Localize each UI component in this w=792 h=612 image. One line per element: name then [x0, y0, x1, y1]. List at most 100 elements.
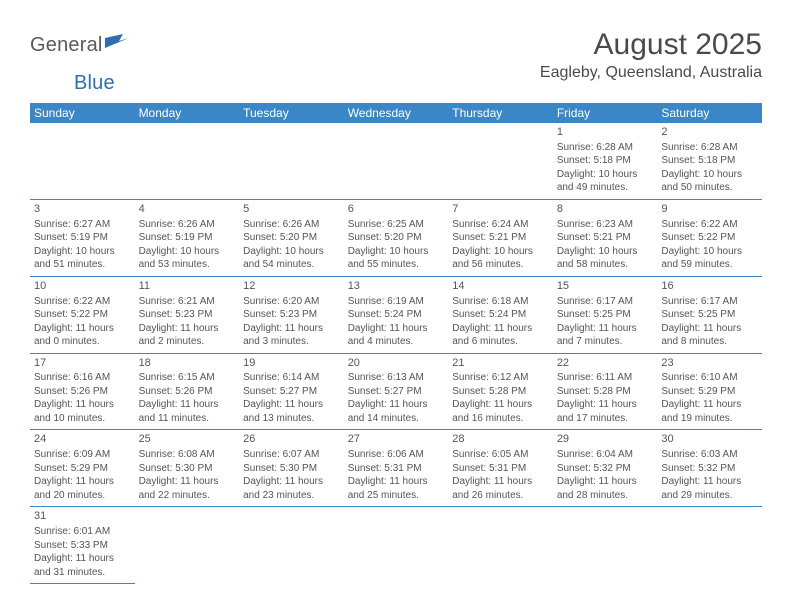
calendar-cell-blank — [135, 507, 240, 584]
day-line: and 31 minutes. — [34, 566, 131, 580]
day-line: Sunset: 5:24 PM — [452, 308, 549, 322]
day-line: Sunset: 5:18 PM — [557, 154, 654, 168]
day-line: Sunset: 5:30 PM — [243, 462, 340, 476]
day-line: Daylight: 11 hours — [243, 398, 340, 412]
day-line: Sunrise: 6:27 AM — [34, 218, 131, 232]
day-line: Sunset: 5:26 PM — [34, 385, 131, 399]
day-line: Sunrise: 6:03 AM — [661, 448, 758, 462]
day-number: 14 — [452, 279, 549, 294]
day-line: Sunset: 5:25 PM — [557, 308, 654, 322]
day-line: Daylight: 11 hours — [348, 475, 445, 489]
day-line: Sunset: 5:23 PM — [243, 308, 340, 322]
day-line: Sunset: 5:31 PM — [452, 462, 549, 476]
day-line: Daylight: 11 hours — [661, 475, 758, 489]
day-line: Sunset: 5:25 PM — [661, 308, 758, 322]
day-line: Sunrise: 6:10 AM — [661, 371, 758, 385]
day-line: Daylight: 11 hours — [557, 475, 654, 489]
day-line: Sunrise: 6:17 AM — [661, 295, 758, 309]
calendar-cell: 31Sunrise: 6:01 AMSunset: 5:33 PMDayligh… — [30, 507, 135, 584]
day-line: Daylight: 10 hours — [661, 245, 758, 259]
day-number: 10 — [34, 279, 131, 294]
day-line: and 23 minutes. — [243, 489, 340, 503]
day-line: Daylight: 11 hours — [348, 322, 445, 336]
day-line: Daylight: 11 hours — [661, 398, 758, 412]
day-line: Sunrise: 6:25 AM — [348, 218, 445, 232]
day-number: 8 — [557, 202, 654, 217]
day-header: Saturday — [657, 103, 762, 123]
calendar-cell-blank — [553, 507, 658, 584]
day-number: 3 — [34, 202, 131, 217]
day-line: Sunset: 5:19 PM — [34, 231, 131, 245]
day-number: 13 — [348, 279, 445, 294]
day-line: Sunrise: 6:08 AM — [139, 448, 236, 462]
logo: General — [30, 34, 131, 57]
day-number: 21 — [452, 356, 549, 371]
calendar-cell: 5Sunrise: 6:26 AMSunset: 5:20 PMDaylight… — [239, 199, 344, 276]
calendar-cell-blank — [239, 123, 344, 199]
calendar-cell-blank — [239, 507, 344, 584]
day-line: Sunrise: 6:22 AM — [661, 218, 758, 232]
day-line: Sunset: 5:23 PM — [139, 308, 236, 322]
calendar-cell-blank — [30, 123, 135, 199]
day-line: Sunrise: 6:26 AM — [139, 218, 236, 232]
day-line: Sunrise: 6:22 AM — [34, 295, 131, 309]
calendar-cell: 14Sunrise: 6:18 AMSunset: 5:24 PMDayligh… — [448, 276, 553, 353]
day-number: 18 — [139, 356, 236, 371]
calendar-cell-blank — [344, 123, 449, 199]
logo-word2: Blue — [74, 72, 115, 94]
day-line: Daylight: 11 hours — [557, 398, 654, 412]
day-line: Daylight: 10 hours — [139, 245, 236, 259]
day-line: and 16 minutes. — [452, 412, 549, 426]
day-number: 30 — [661, 432, 758, 447]
day-line: and 20 minutes. — [34, 489, 131, 503]
day-line: Daylight: 11 hours — [661, 322, 758, 336]
day-line: Sunrise: 6:11 AM — [557, 371, 654, 385]
logo-word1: General — [30, 34, 103, 57]
day-number: 1 — [557, 125, 654, 140]
day-line: Daylight: 10 hours — [452, 245, 549, 259]
calendar-cell: 4Sunrise: 6:26 AMSunset: 5:19 PMDaylight… — [135, 199, 240, 276]
calendar-cell: 13Sunrise: 6:19 AMSunset: 5:24 PMDayligh… — [344, 276, 449, 353]
day-line: Sunrise: 6:28 AM — [661, 141, 758, 155]
calendar-cell: 18Sunrise: 6:15 AMSunset: 5:26 PMDayligh… — [135, 353, 240, 430]
day-number: 5 — [243, 202, 340, 217]
day-line: Sunset: 5:26 PM — [139, 385, 236, 399]
day-number: 17 — [34, 356, 131, 371]
day-line: Sunset: 5:18 PM — [661, 154, 758, 168]
calendar-cell: 22Sunrise: 6:11 AMSunset: 5:28 PMDayligh… — [553, 353, 658, 430]
day-line: Sunrise: 6:09 AM — [34, 448, 131, 462]
day-line: Sunrise: 6:12 AM — [452, 371, 549, 385]
day-number: 19 — [243, 356, 340, 371]
day-line: Sunset: 5:32 PM — [661, 462, 758, 476]
calendar-cell: 24Sunrise: 6:09 AMSunset: 5:29 PMDayligh… — [30, 430, 135, 507]
day-number: 23 — [661, 356, 758, 371]
day-line: Sunset: 5:29 PM — [34, 462, 131, 476]
day-line: Sunrise: 6:05 AM — [452, 448, 549, 462]
title-block: August 2025 Eagleby, Queensland, Austral… — [540, 28, 762, 82]
calendar-cell: 20Sunrise: 6:13 AMSunset: 5:27 PMDayligh… — [344, 353, 449, 430]
day-line: Sunrise: 6:24 AM — [452, 218, 549, 232]
calendar-cell: 28Sunrise: 6:05 AMSunset: 5:31 PMDayligh… — [448, 430, 553, 507]
day-line: and 0 minutes. — [34, 335, 131, 349]
flag-icon — [105, 34, 131, 57]
day-number: 12 — [243, 279, 340, 294]
calendar-cell-blank — [344, 507, 449, 584]
day-line: Daylight: 10 hours — [34, 245, 131, 259]
day-line: and 28 minutes. — [557, 489, 654, 503]
day-line: Daylight: 11 hours — [243, 322, 340, 336]
day-number: 9 — [661, 202, 758, 217]
calendar-cell: 11Sunrise: 6:21 AMSunset: 5:23 PMDayligh… — [135, 276, 240, 353]
calendar-cell: 30Sunrise: 6:03 AMSunset: 5:32 PMDayligh… — [657, 430, 762, 507]
calendar-cell: 12Sunrise: 6:20 AMSunset: 5:23 PMDayligh… — [239, 276, 344, 353]
day-number: 2 — [661, 125, 758, 140]
day-number: 28 — [452, 432, 549, 447]
day-line: Daylight: 10 hours — [557, 168, 654, 182]
calendar-cell: 17Sunrise: 6:16 AMSunset: 5:26 PMDayligh… — [30, 353, 135, 430]
day-line: and 7 minutes. — [557, 335, 654, 349]
day-line: Daylight: 11 hours — [348, 398, 445, 412]
day-number: 27 — [348, 432, 445, 447]
calendar-row: 24Sunrise: 6:09 AMSunset: 5:29 PMDayligh… — [30, 430, 762, 507]
day-number: 26 — [243, 432, 340, 447]
calendar-table: SundayMondayTuesdayWednesdayThursdayFrid… — [30, 103, 762, 584]
day-line: Daylight: 11 hours — [34, 475, 131, 489]
